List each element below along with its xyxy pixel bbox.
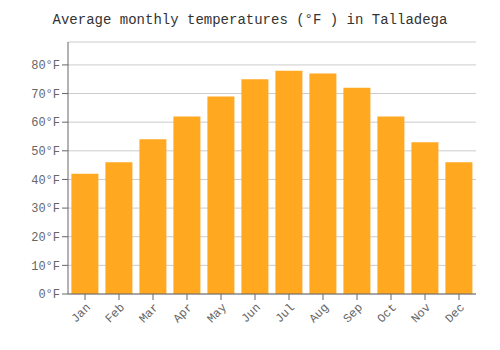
svg-text:Nov: Nov [409,301,434,326]
svg-text:60°F: 60°F [31,116,60,130]
svg-text:10°F: 10°F [31,260,60,274]
svg-text:Jun: Jun [239,301,264,326]
svg-text:Apr: Apr [171,301,196,326]
svg-text:Dec: Dec [443,301,468,326]
svg-text:May: May [205,301,230,326]
html-text:Average monthly temperatures (: Average monthly temperatures (°F ) in Ta… [52,12,448,28]
svg-text:50°F: 50°F [31,145,60,159]
svg-text:70°F: 70°F [31,88,60,102]
svg-text:Jul: Jul [273,301,298,326]
svg-text:0°F: 0°F [38,288,60,302]
svg-text:Oct: Oct [375,301,400,326]
svg-text:Jan: Jan [69,301,94,326]
svg-text:80°F: 80°F [31,59,60,73]
svg-text:Sep: Sep [341,301,366,326]
svg-text:Feb: Feb [103,301,128,326]
svg-text:20°F: 20°F [31,231,60,245]
svg-text:40°F: 40°F [31,174,60,188]
svg-text:Aug: Aug [307,301,332,326]
svg-text:Mar: Mar [137,301,162,326]
svg-text:30°F: 30°F [31,202,60,216]
